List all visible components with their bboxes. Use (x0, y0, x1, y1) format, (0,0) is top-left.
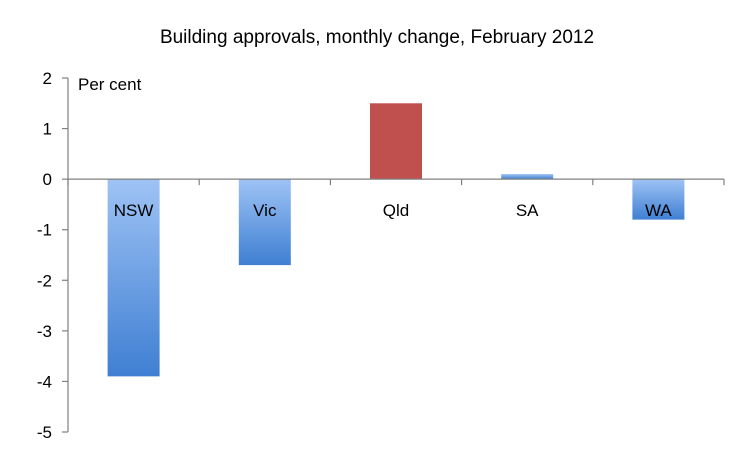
y-tick-label: -2 (37, 271, 52, 290)
y-tick-label: -3 (37, 322, 52, 341)
category-label: NSW (114, 201, 154, 220)
bar-vic (238, 179, 291, 266)
category-label: Qld (383, 201, 409, 220)
category-labels: NSW Vic Qld SA WA (114, 201, 673, 220)
y-axis-unit-label: Per cent (78, 75, 142, 94)
y-tick-label: 0 (43, 170, 52, 189)
y-tick-label: 2 (43, 69, 52, 88)
bar-nsw (107, 179, 160, 377)
x-axis (67, 178, 725, 186)
category-label: SA (516, 201, 539, 220)
category-label: WA (645, 201, 672, 220)
bar-qld (370, 103, 422, 180)
bar-wa (632, 179, 685, 220)
y-tick-label: 1 (43, 120, 52, 139)
y-axis: 2 1 0 -1 -2 -3 -4 -5 (37, 69, 69, 442)
category-label: Vic (253, 201, 277, 220)
chart-title: Building approvals, monthly change, Febr… (160, 27, 594, 48)
bar-series (107, 103, 685, 377)
y-tick-label: -1 (37, 221, 52, 240)
y-tick-label: -4 (37, 372, 52, 391)
bar-sa (501, 174, 554, 180)
y-tick-label: -5 (37, 423, 52, 442)
